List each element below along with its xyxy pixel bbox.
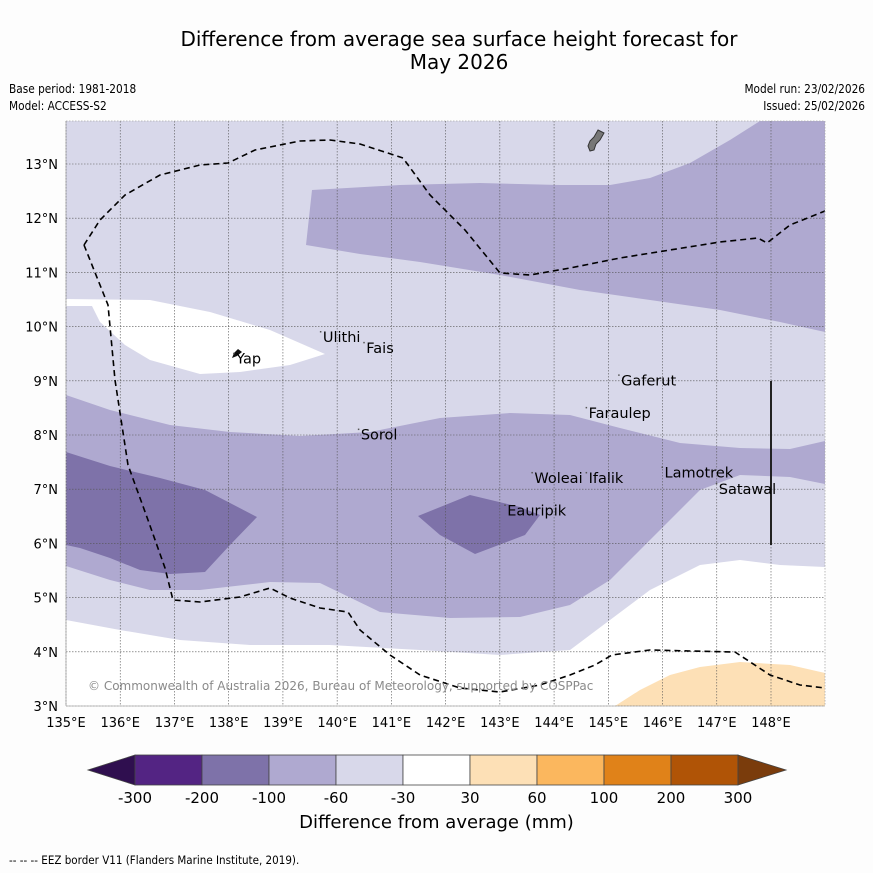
colorbar-tick-label: 100 <box>590 789 619 807</box>
colorbar-bin <box>268 754 337 786</box>
lat-tick-label: 10°N <box>25 321 58 336</box>
colorbar-bin <box>670 754 739 786</box>
lon-tick-label: 145°E <box>589 716 629 731</box>
lat-tick-label: 12°N <box>25 212 58 227</box>
colorbar-tick-label: -200 <box>185 789 219 807</box>
colorbar: -300 -200 -100 -60 -30 30 60 100 200 300 <box>86 754 788 807</box>
colorbar-under-arrow <box>86 754 136 786</box>
meta-right: Model run: 23/02/2026 Issued: 25/02/2026 <box>744 81 865 115</box>
yap-island-icon <box>232 349 242 358</box>
title-line-2: May 2026 <box>409 50 509 74</box>
place-label-satawal: Satawal <box>719 482 776 498</box>
lat-tick-label: 4°N <box>34 646 59 661</box>
colorbar-tick-label: -100 <box>252 789 286 807</box>
lon-tick-label: 137°E <box>155 716 195 731</box>
place-marker <box>531 471 533 474</box>
contour-dark-lavender-central <box>418 495 540 554</box>
colorbar-bin <box>469 754 538 786</box>
colorbar-over-arrow <box>737 754 788 786</box>
meta-left: Base period: 1981-2018 Model: ACCESS-S2 <box>9 81 136 115</box>
lon-tick-label: 148°E <box>751 716 791 731</box>
place-marker <box>661 466 664 469</box>
place-labels: Yap Ulithi Fais Sorol Gaferut Faraulep Woleai I… <box>233 330 776 519</box>
contour-dark-lavender-west <box>66 452 257 574</box>
place-label-woleai: Woleai <box>534 471 582 487</box>
place-label-faraulep: Faraulep <box>589 406 651 422</box>
lon-tick-label: 139°E <box>263 716 303 731</box>
map-frame <box>65 120 826 707</box>
lon-tick-label: 136°E <box>100 716 140 731</box>
guam-island-icon <box>587 129 605 152</box>
lon-tick-label: 141°E <box>372 716 412 731</box>
place-label-lamotrek: Lamotrek <box>665 466 734 482</box>
colorbar-bin <box>603 754 672 786</box>
model-run: Model run: 23/02/2026 <box>744 82 865 96</box>
lat-tick-label: 3°N <box>34 700 59 715</box>
lon-tick-label: 144°E <box>534 716 574 731</box>
place-marker <box>618 374 620 376</box>
lat-tick-label: 13°N <box>25 158 58 173</box>
place-label-ifalik: Ifalik <box>589 471 624 487</box>
colorbar-bin <box>134 754 203 786</box>
colorbar-label: Difference from average (mm) <box>299 812 574 833</box>
colorbar-tick-label: -30 <box>391 789 416 807</box>
place-label-sorol: Sorol <box>361 428 398 444</box>
place-marker <box>585 406 588 409</box>
model-name: Model: ACCESS-S2 <box>9 99 107 113</box>
copyright-text: © Commonwealth of Australia 2026, Bureau… <box>88 679 593 693</box>
place-marker <box>233 352 235 355</box>
lon-tick-label: 147°E <box>697 716 737 731</box>
lon-tick-label: 143°E <box>480 716 520 731</box>
place-label-gaferut: Gaferut <box>621 373 676 389</box>
colorbar-tick-label: 30 <box>460 789 479 807</box>
colorbar-tick-label: -60 <box>324 789 349 807</box>
place-marker <box>319 331 322 333</box>
base-period: Base period: 1981-2018 <box>9 82 137 96</box>
place-label-fais: Fais <box>366 341 393 357</box>
contour-mid-lavender-north <box>306 121 825 332</box>
place-marker <box>585 471 588 474</box>
lat-tick-label: 6°N <box>34 537 59 552</box>
place-label-ulithi: Ulithi <box>323 330 361 346</box>
eez-footnote: -- -- -- EEZ border V11 (Flanders Marine… <box>9 853 300 867</box>
colorbar-bin <box>402 754 471 786</box>
lat-tick-label: 8°N <box>34 429 59 444</box>
place-marker <box>715 482 718 485</box>
lat-tick-label: 11°N <box>25 266 58 281</box>
colorbar-tick-label: 300 <box>724 789 753 807</box>
longitude-ticks: 135°E 136°E 137°E 138°E 139°E 140°E 141°E 142°E… <box>46 716 791 731</box>
issued-date: Issued: 25/02/2026 <box>763 99 865 113</box>
lat-tick-label: 9°N <box>34 375 59 390</box>
lon-tick-label: 138°E <box>209 716 249 731</box>
lon-tick-label: 135°E <box>46 716 86 731</box>
place-label-yap: Yap <box>235 352 261 368</box>
lon-tick-label: 142°E <box>426 716 466 731</box>
lon-tick-label: 140°E <box>317 716 357 731</box>
colorbar-tick-label: -300 <box>118 789 152 807</box>
colorbar-tick-label: 200 <box>657 789 686 807</box>
place-label-eauripik: Eauripik <box>507 503 566 519</box>
lat-tick-label: 5°N <box>34 592 59 607</box>
lon-tick-label: 146°E <box>643 716 683 731</box>
contour-white-pocket <box>66 299 325 374</box>
contour-light-orange <box>615 662 825 706</box>
latitude-ticks: 3°N 4°N 5°N 6°N 7°N 8°N 9°N 10°N 11°N 12°N 13°N <box>25 158 58 715</box>
lat-tick-label: 7°N <box>34 483 59 498</box>
colorbar-tick-label: 60 <box>527 789 546 807</box>
colorbar-bin <box>335 754 404 786</box>
place-marker <box>363 341 365 344</box>
colorbar-bin <box>201 754 270 786</box>
eez-border-line <box>83 139 826 693</box>
chart-title: Difference from average sea surface heig… <box>0 28 873 74</box>
place-marker <box>357 428 360 431</box>
colorbar-bin <box>536 754 605 786</box>
title-line-1: Difference from average sea surface heig… <box>180 27 738 51</box>
place-marker <box>504 504 506 506</box>
